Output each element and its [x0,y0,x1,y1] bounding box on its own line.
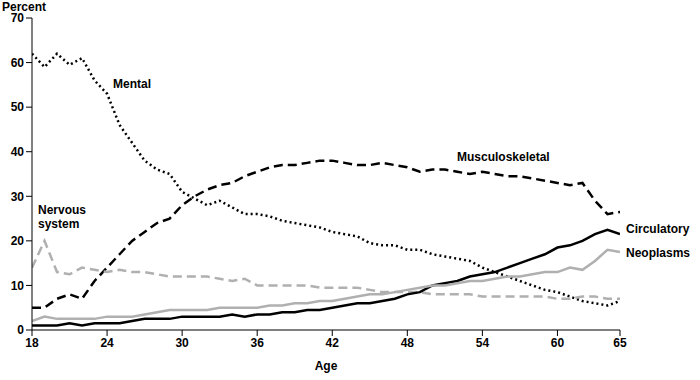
html-text:system: system [38,217,80,231]
svg-text:10: 10 [11,279,25,293]
svg-text:24: 24 [100,336,114,350]
html-text:Circulatory: Circulatory [626,222,690,236]
svg-text:70: 70 [11,11,25,25]
svg-text:30: 30 [175,336,189,350]
svg-text:60: 60 [551,336,565,350]
svg-text:54: 54 [476,336,490,350]
svg-text:65: 65 [613,336,627,350]
svg-text:40: 40 [11,145,25,159]
svg-text:Age: Age [315,359,338,373]
svg-text:42: 42 [326,336,340,350]
svg-text:48: 48 [401,336,415,350]
svg-text:30: 30 [11,190,25,204]
svg-text:18: 18 [25,336,39,350]
html-text:Percent: Percent [2,0,46,14]
html-text:Neoplasms: Neoplasms [626,246,690,260]
svg-text:50: 50 [11,100,25,114]
html-text:Nervous: Nervous [38,203,86,217]
svg-text:20: 20 [11,234,25,248]
html-text:Mental: Mental [113,77,151,91]
svg-text:0: 0 [17,323,24,337]
svg-text:60: 60 [11,56,25,70]
html-text:Musculoskeletal: Musculoskeletal [457,150,550,164]
svg-text:36: 36 [251,336,265,350]
